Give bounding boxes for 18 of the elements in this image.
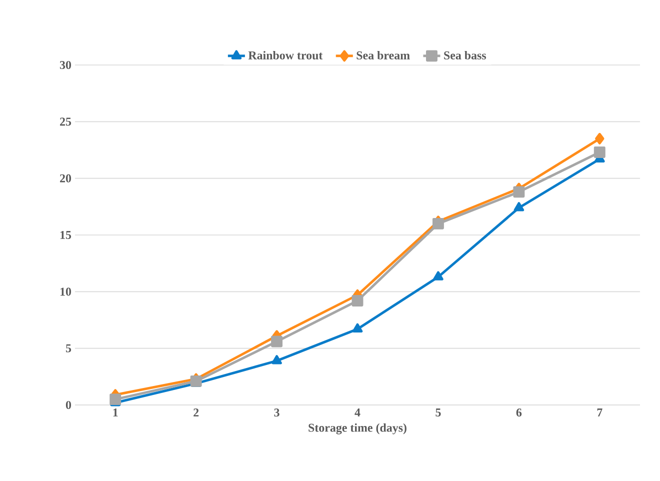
x-tick-label: 1 <box>113 408 118 416</box>
y-tick-label: 10 <box>60 288 72 296</box>
y-tick-label: 25 <box>60 118 72 126</box>
y-tick-label: 20 <box>60 174 72 182</box>
legend-label: Sea bass <box>444 51 486 60</box>
x-tick-label: 4 <box>354 408 360 416</box>
x-axis-title: Storage time (days) <box>308 423 406 434</box>
x-tick-label: 6 <box>516 408 522 417</box>
legend-label: Sea bream <box>356 51 410 60</box>
y-tick-label: 15 <box>60 230 72 239</box>
y-tick-label: 30 <box>60 60 72 70</box>
legend-label: Rainbow trout <box>248 51 323 60</box>
y-tick-label: 0 <box>66 400 72 410</box>
x-tick-label: 7 <box>597 408 602 416</box>
x-tick-label: 5 <box>436 408 441 416</box>
x-tick-label: 3 <box>274 408 280 417</box>
x-tick-label: 2 <box>194 408 199 416</box>
y-tick-label: 5 <box>66 344 72 352</box>
